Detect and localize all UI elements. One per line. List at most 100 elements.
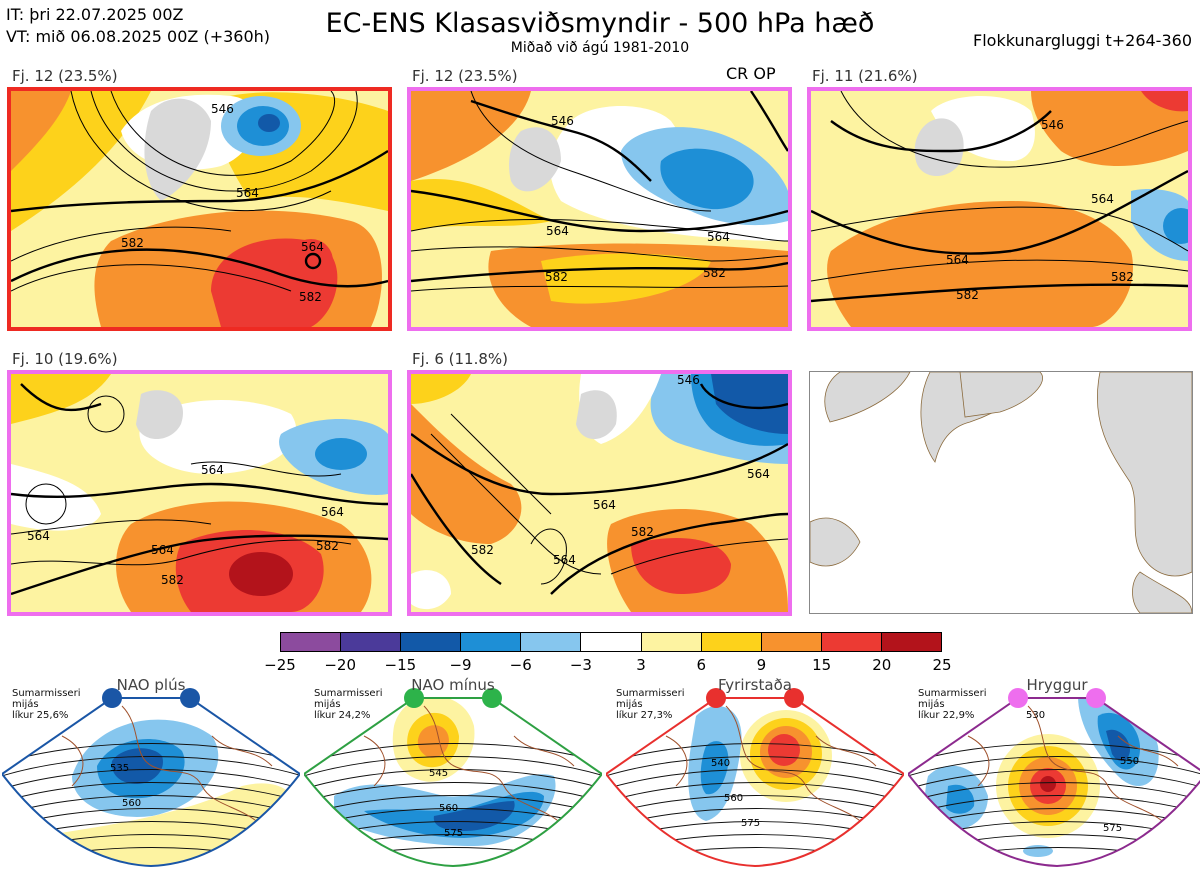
contour-label: 582 xyxy=(471,543,494,557)
height-contour xyxy=(304,769,602,793)
page-subtitle: Miðað við ágú 1981-2010 xyxy=(510,40,690,56)
cluster-5-map: 546 564 564 582 582 564 xyxy=(407,370,792,616)
regime-description-line: mijás xyxy=(616,699,643,710)
colorbar-swatch xyxy=(401,633,462,651)
regime-marker-dot xyxy=(706,688,726,708)
regime-panel: 540 560 575 Fyrirstaða Sumarmisseri mijás líku… xyxy=(606,676,904,868)
regime-marker-dot xyxy=(784,688,804,708)
coastline xyxy=(61,705,273,827)
colorbar-swatch xyxy=(881,633,942,651)
contour-label: 546 xyxy=(551,114,574,128)
regime-description: Sumarmisseri mijás líkur 27,3% xyxy=(616,688,684,721)
cluster-2-label: Fj. 12 (23.5%) xyxy=(412,67,518,85)
anomaly-area xyxy=(768,734,800,766)
anomaly-area xyxy=(1106,729,1130,762)
anomaly-area xyxy=(946,784,975,814)
coastline xyxy=(363,705,575,827)
contour-label: 564 xyxy=(151,543,174,557)
regime-border xyxy=(2,697,300,868)
height-contour xyxy=(304,782,602,806)
height-contour xyxy=(908,756,1200,780)
colorbar-tick-label: 25 xyxy=(932,656,952,674)
colorbar-tick-label: 9 xyxy=(756,656,767,674)
regime-title: NAO plús xyxy=(116,676,186,694)
regime-contour-label: 575 xyxy=(444,828,463,839)
contour-label: 564 xyxy=(747,467,770,481)
contour-label: 564 xyxy=(553,553,576,567)
colorbar-swatch xyxy=(341,633,402,651)
regime-contour-label: 560 xyxy=(724,793,743,804)
regime-contour-label: 540 xyxy=(711,758,730,769)
regime-description-line: líkur 25,6% xyxy=(12,710,69,721)
contour-label: 582 xyxy=(316,539,339,553)
cluster-3-label: Fj. 11 (21.6%) xyxy=(812,67,918,85)
regime-description-line: líkur 22,9% xyxy=(918,710,975,721)
regime-title: Hryggur xyxy=(1026,676,1088,694)
contour-label: 546 xyxy=(1041,118,1064,132)
coastline xyxy=(967,705,1179,827)
anomaly-area xyxy=(1023,845,1053,857)
contour-label: 564 xyxy=(546,224,569,238)
cluster-4-label: Fj. 10 (19.6%) xyxy=(12,350,118,368)
anomaly-area xyxy=(433,801,515,831)
colorbar-tick-label: −25 xyxy=(264,656,296,674)
regime-border xyxy=(606,697,904,868)
anomaly-area xyxy=(700,741,729,795)
contour-label: 582 xyxy=(121,236,144,250)
anomaly-area xyxy=(42,783,295,866)
colorbar-swatch xyxy=(281,633,342,651)
contour-label: 564 xyxy=(1091,192,1114,206)
colorbar-tick-label: −6 xyxy=(509,656,532,674)
height-contour xyxy=(908,769,1200,793)
contour-label: 582 xyxy=(161,573,184,587)
contour-label: 546 xyxy=(211,102,234,116)
colorbar-tick-label: 15 xyxy=(812,656,832,674)
regime-description: Sumarmisseri mijás líkur 22,9% xyxy=(918,688,986,721)
cluster-4-map: 564 564 564 582 582 564 xyxy=(7,370,392,616)
regime-panel: 535 560 NAO plús Sumarmisseri mijás líkur 25,… xyxy=(2,676,300,868)
regime-marker-dot xyxy=(102,688,122,708)
regime-title: Fyrirstaða xyxy=(718,676,792,694)
colorbar-swatch xyxy=(821,633,882,651)
height-contour xyxy=(304,756,602,780)
regime-contour-label: 550 xyxy=(1120,756,1139,767)
colorbar-tick-label: 3 xyxy=(636,656,646,674)
height-contour xyxy=(2,782,300,806)
cluster-3-map: 546 564 564 582 582 xyxy=(807,87,1192,331)
contour-label: 564 xyxy=(236,186,259,200)
regime-contour-label: 560 xyxy=(439,803,458,814)
colorbar-swatch xyxy=(761,633,822,651)
valid-time: VT: mið 06.08.2025 00Z (+360h) xyxy=(6,27,271,46)
regime-marker-dot xyxy=(404,688,424,708)
regime-description-line: Sumarmisseri xyxy=(918,688,987,699)
contour-label: 582 xyxy=(703,266,726,280)
regime-contour-label: 575 xyxy=(1103,823,1122,834)
contour-label: 564 xyxy=(27,529,50,543)
regime-contour-label: 535 xyxy=(110,763,129,774)
page-title: EC-ENS Klasasviðsmyndir - 500 hPa hæð xyxy=(325,8,875,39)
contour-label: 546 xyxy=(677,374,700,387)
height-contour xyxy=(606,769,904,793)
colorbar-swatch xyxy=(581,633,642,651)
cluster-1-map: 546 564 582 564 582 xyxy=(7,87,392,331)
regime-description-line: líkur 24,2% xyxy=(314,710,371,721)
height-contour xyxy=(2,756,300,780)
regime-contour-label: 575 xyxy=(741,818,760,829)
regime-title: NAO mínus xyxy=(411,676,495,694)
contour-label: 564 xyxy=(301,240,324,254)
colorbar-swatch xyxy=(701,633,762,651)
regime-description: Sumarmisseri mijás líkur 24,2% xyxy=(314,688,382,721)
contour-label: 564 xyxy=(593,498,616,512)
regime-marker-dot xyxy=(1086,688,1106,708)
colorbar-tick-label: 6 xyxy=(696,656,707,674)
contour-label: 564 xyxy=(707,230,730,244)
regime-description-line: Sumarmisseri xyxy=(616,688,685,699)
contour-label: 564 xyxy=(201,463,224,477)
contour-label: 582 xyxy=(956,288,979,302)
contour-label: 582 xyxy=(545,270,568,284)
initial-time: IT: þri 22.07.2025 00Z xyxy=(6,5,184,24)
regime-contour-label: 560 xyxy=(122,798,141,809)
colorbar-swatch xyxy=(641,633,702,651)
regime-description-line: Sumarmisseri xyxy=(12,688,81,699)
colorbar-tick-label: −20 xyxy=(324,656,356,674)
